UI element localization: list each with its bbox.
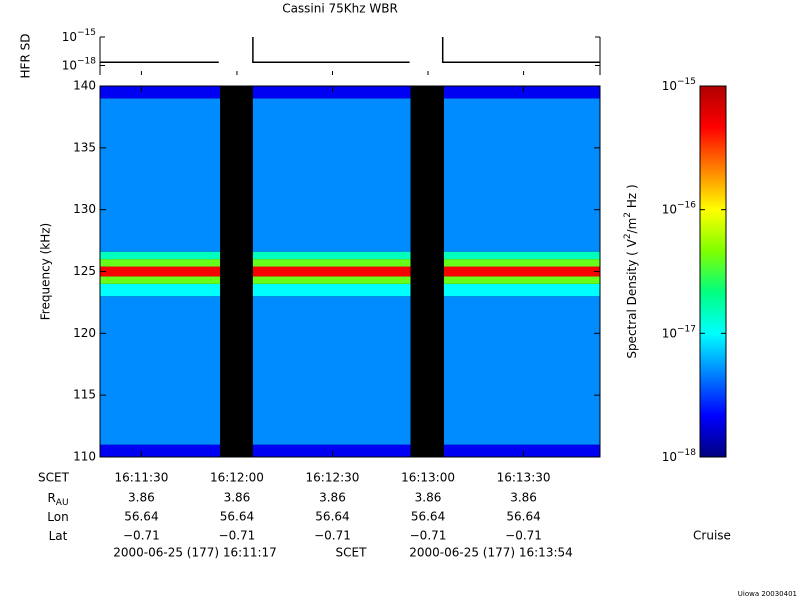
colorbar-tick-label-exp: −17 xyxy=(677,324,696,334)
x-tick-label: 16:13:30 xyxy=(497,471,551,485)
ephemeris-value: 3.86 xyxy=(128,491,155,505)
ephemeris-value: 56.64 xyxy=(124,510,158,524)
spectrogram-cell xyxy=(252,259,411,267)
panel-y-tick-label-exp: −18 xyxy=(77,56,96,66)
colorbar-tick-label-base: 10 xyxy=(662,450,677,464)
y-tick-label: 140 xyxy=(73,79,96,93)
colorbar-label-part: /m xyxy=(625,218,639,234)
x-tick-label: 16:12:00 xyxy=(210,471,264,485)
spectrogram-cell xyxy=(252,276,411,284)
footer-end: 2000-06-25 (177) 16:13:54 xyxy=(409,546,573,560)
ephemeris-label: RAU xyxy=(47,491,68,508)
ephemeris-value: 56.64 xyxy=(220,510,254,524)
mission-phase: Cruise xyxy=(693,529,731,543)
ephemeris-label-text: R xyxy=(47,491,55,505)
ephemeris-value: 56.64 xyxy=(315,510,349,524)
spectrogram-cell xyxy=(252,251,411,260)
spectrogram-cell xyxy=(443,251,600,260)
spectrogram-cell xyxy=(443,276,600,284)
x-tick-label: 16:12:30 xyxy=(306,471,360,485)
spectrogram-cell xyxy=(443,283,600,297)
spectrogram-cell xyxy=(100,444,221,457)
ephemeris-value: 3.86 xyxy=(415,491,442,505)
y-tick-label: 120 xyxy=(73,326,96,340)
spectrogram-cell xyxy=(100,251,221,260)
spectrogram-cell xyxy=(100,98,221,252)
ephemeris-label-text: Lat xyxy=(49,529,68,543)
y-tick-label: 130 xyxy=(73,202,96,216)
panel-y-tick-label-exp: −15 xyxy=(77,28,96,38)
colorbar-tick-label-exp: −15 xyxy=(677,77,696,87)
spectrogram-cell xyxy=(100,276,221,284)
colorbar-label: Spectral Density ( V2/m2 Hz ) xyxy=(623,184,639,358)
spectrogram-cell xyxy=(443,444,600,457)
colorbar-tick-label-exp: −18 xyxy=(677,448,696,458)
spectrogram-cell xyxy=(443,266,600,277)
ephemeris-label: Lon xyxy=(47,510,68,524)
panel-y-label: HFR SD xyxy=(19,34,33,79)
spectrogram-cell xyxy=(252,86,411,99)
panel-line xyxy=(252,37,410,63)
ephemeris-value: 3.86 xyxy=(224,491,251,505)
spectrogram-cell xyxy=(100,86,221,99)
footer-mid: SCET xyxy=(336,546,368,560)
ephemeris-label: Lat xyxy=(49,529,68,543)
panel-y-tick-label-base: 10 xyxy=(62,58,77,72)
panel-line xyxy=(441,37,600,63)
spectrogram-cell xyxy=(443,259,600,267)
colorbar-tick-label: 10−15 xyxy=(662,77,696,93)
ephemeris-value: 3.86 xyxy=(319,491,346,505)
spectrogram-cell xyxy=(100,266,221,277)
y-tick-label: 115 xyxy=(73,388,96,402)
ephemeris-value: −0.71 xyxy=(219,529,256,543)
spectrogram-cell xyxy=(443,86,600,99)
spectrogram-cell xyxy=(252,266,411,277)
colorbar-tick-label: 10−18 xyxy=(662,448,697,464)
colorbar-tick-label-base: 10 xyxy=(662,326,677,340)
scet-label: SCET xyxy=(38,471,70,485)
spectrogram-cell xyxy=(443,98,600,252)
y-tick-label: 135 xyxy=(73,140,96,154)
ephemeris-label-sub: AU xyxy=(56,498,69,508)
colorbar-tick-label: 10−16 xyxy=(662,200,697,216)
colorbar-label-part: Spectral Density ( V xyxy=(625,238,639,358)
y-tick-label: 110 xyxy=(73,450,96,464)
y-axis-label: Frequency (kHz) xyxy=(39,223,53,320)
spectrogram-cell xyxy=(252,98,411,252)
ephemeris-value: −0.71 xyxy=(410,529,447,543)
credit: Uiowa 20030401 xyxy=(738,590,797,598)
ephemeris-value: −0.71 xyxy=(123,529,160,543)
spectrogram-cell xyxy=(252,444,411,457)
chart-title: Cassini 75Khz WBR xyxy=(282,2,398,16)
ephemeris-value: −0.71 xyxy=(505,529,542,543)
ephemeris-value: −0.71 xyxy=(314,529,351,543)
spectrogram-cell xyxy=(100,259,221,267)
colorbar-tick-label: 10−17 xyxy=(662,324,696,340)
panel-y-tick-label: 10−18 xyxy=(62,56,97,72)
y-tick-label: 125 xyxy=(73,264,96,278)
panel-y-tick-label: 10−15 xyxy=(62,28,96,44)
x-tick-label: 16:13:00 xyxy=(401,471,455,485)
colorbar-label-part: 2 xyxy=(623,233,633,239)
spectrogram-cell xyxy=(443,296,600,445)
colorbar-tick-label-exp: −16 xyxy=(677,200,696,210)
spectrogram-cell xyxy=(100,296,221,445)
spectrogram-cell xyxy=(252,283,411,297)
ephemeris-value: 3.86 xyxy=(510,491,537,505)
colorbar-label-part: Hz ) xyxy=(625,184,639,212)
panel-y-tick-label-base: 10 xyxy=(62,30,77,44)
spectrogram-cell xyxy=(252,296,411,445)
x-tick-label: 16:11:30 xyxy=(114,471,168,485)
colorbar-label-part: 2 xyxy=(623,212,633,218)
colorbar-tick-label-base: 10 xyxy=(662,79,677,93)
footer-start: 2000-06-25 (177) 16:11:17 xyxy=(113,546,277,560)
spectrogram-cell xyxy=(100,283,221,297)
ephemeris-value: 56.64 xyxy=(411,510,445,524)
colorbar xyxy=(699,85,727,458)
ephemeris-value: 56.64 xyxy=(506,510,540,524)
colorbar-tick-label-base: 10 xyxy=(662,202,677,216)
ephemeris-label-text: Lon xyxy=(47,510,68,524)
